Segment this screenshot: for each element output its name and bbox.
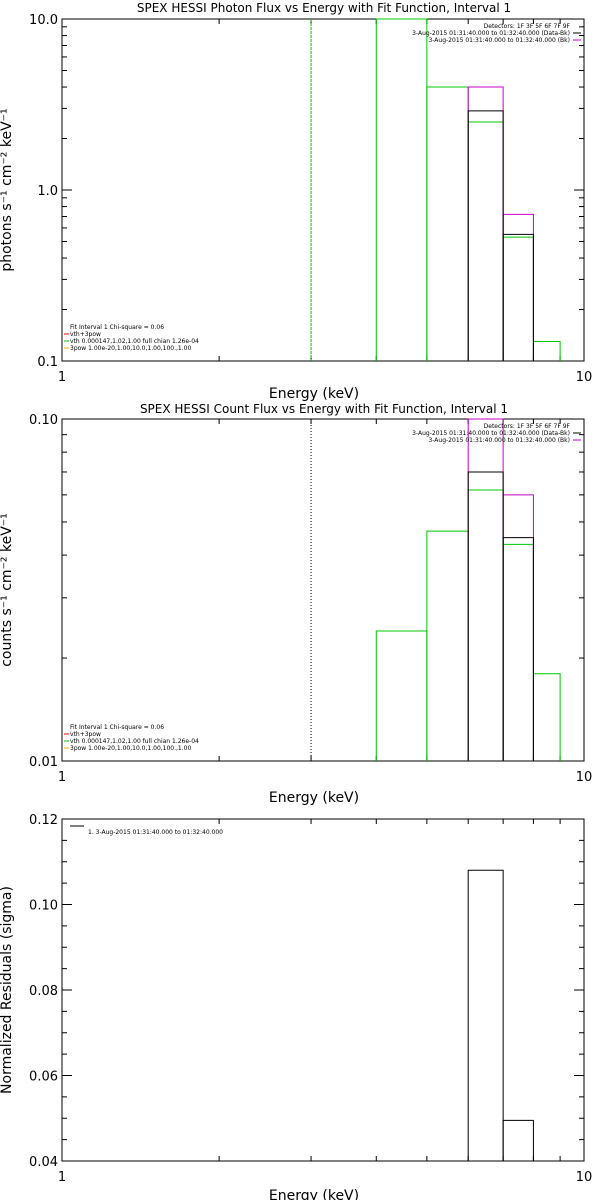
y-tick-label: 0.1	[37, 355, 58, 370]
y-tick-label: 0.04	[29, 1155, 58, 1170]
count-flux-title: SPEX HESSI Count Flux vs Energy with Fit…	[140, 402, 508, 416]
y-tick-label: 0.10	[29, 413, 58, 428]
fit-legend-entry: 3pow 1.00e-20,1.00,10.0,1.00,100.,1.00	[70, 345, 191, 352]
residuals-y-axis-label: Normalized Residuals (sigma)	[0, 886, 15, 1094]
legend-entry: Detectors: 1F 3F 5F 6F 7F 9F	[484, 23, 571, 30]
legend-entry: 3-Aug-2015 01:31:40.000 to 01:32:40.000 …	[412, 30, 570, 37]
histogram-bin	[467, 86, 504, 361]
legend-entry: 3-Aug-2015 01:31:40.000 to 01:32:40.000 …	[428, 437, 570, 444]
count-flux-panel: SPEX HESSI Count Flux vs Energy with Fit…	[0, 402, 592, 806]
y-tick-label: 1.0	[37, 184, 58, 199]
histogram-bin	[502, 1119, 534, 1161]
x-tick-label: 10	[576, 770, 593, 785]
x-tick-label: 1	[58, 1170, 66, 1185]
y-tick-label: 0.12	[29, 813, 58, 828]
histogram-bin	[502, 236, 534, 361]
legend-entry: 3-Aug-2015 01:31:40.000 to 01:32:40.000 …	[412, 430, 570, 437]
residuals-panel: Energy (keV) Normalized Residuals (sigma…	[0, 813, 592, 1200]
histogram-bin	[502, 543, 534, 761]
photon-flux-y-axis-label: photons s⁻¹ cm⁻² keV⁻¹	[0, 108, 15, 271]
histogram-bin	[502, 537, 534, 761]
fit-legend-entry: vth+3pow	[70, 331, 101, 338]
histogram-bin	[502, 233, 534, 361]
residuals-plot-frame	[61, 818, 585, 1162]
photon-flux-plot-frame	[61, 18, 585, 362]
y-tick-label: 0.08	[29, 984, 58, 999]
legend-entry: 1. 3-Aug-2015 01:31:40.000 to 01:32:40.0…	[88, 829, 223, 836]
histogram-bin	[532, 341, 561, 361]
histogram-bin	[467, 121, 504, 361]
y-tick-label: 0.06	[29, 1070, 58, 1085]
y-tick-label: 0.01	[29, 755, 58, 770]
histogram-bin	[467, 471, 504, 761]
histogram-bin	[467, 869, 504, 1161]
residuals-x-axis-label: Energy (keV)	[269, 1188, 359, 1200]
count-flux-x-axis-label: Energy (keV)	[269, 790, 359, 806]
count-flux-plot-frame	[61, 418, 585, 762]
fit-legend-entry: vth 0.000147,1.02,1.00 full chian 1.26e-…	[70, 738, 199, 745]
fit-legend-entry: Fit Interval 1 Chi-square = 0.06	[70, 724, 164, 731]
x-tick-label: 10	[576, 1170, 593, 1185]
histogram-bin	[375, 630, 428, 761]
photon-flux-title: SPEX HESSI Photon Flux vs Energy with Fi…	[137, 1, 511, 15]
fit-legend-entry: vth+3pow	[70, 731, 101, 738]
histogram-bin	[426, 530, 469, 761]
y-tick-label: 0.10	[29, 899, 58, 914]
histogram-bin	[375, 18, 428, 361]
histogram-bin	[502, 213, 534, 361]
histogram-bin	[467, 489, 504, 761]
count-flux-y-axis-label: counts s⁻¹ cm⁻² keV⁻¹	[0, 513, 15, 667]
photon-flux-panel: SPEX HESSI Photon Flux vs Energy with Fi…	[0, 1, 592, 402]
histogram-bin	[532, 673, 561, 761]
histogram-bin	[426, 86, 469, 361]
x-tick-label: 10	[576, 370, 593, 385]
legend-entry: Detectors: 1F 3F 5F 6F 7F 9F	[484, 423, 571, 430]
histogram-bin	[467, 418, 504, 761]
photon-flux-x-axis-label: Energy (keV)	[269, 386, 359, 402]
legend-entry: 3-Aug-2015 01:31:40.000 to 01:32:40.000 …	[428, 37, 570, 44]
x-tick-label: 1	[58, 770, 66, 785]
y-tick-label: 10.0	[29, 13, 58, 28]
histogram-bin	[502, 494, 534, 761]
fit-legend-entry: 3pow 1.00e-20,1.00,10.0,1.00,100.,1.00	[70, 745, 191, 752]
fit-legend-entry: Fit Interval 1 Chi-square = 0.06	[70, 324, 164, 331]
fit-legend-entry: vth 0.000147,1.02,1.00 full chian 1.26e-…	[70, 338, 199, 345]
histogram-bin	[467, 110, 504, 361]
x-tick-label: 1	[58, 370, 66, 385]
